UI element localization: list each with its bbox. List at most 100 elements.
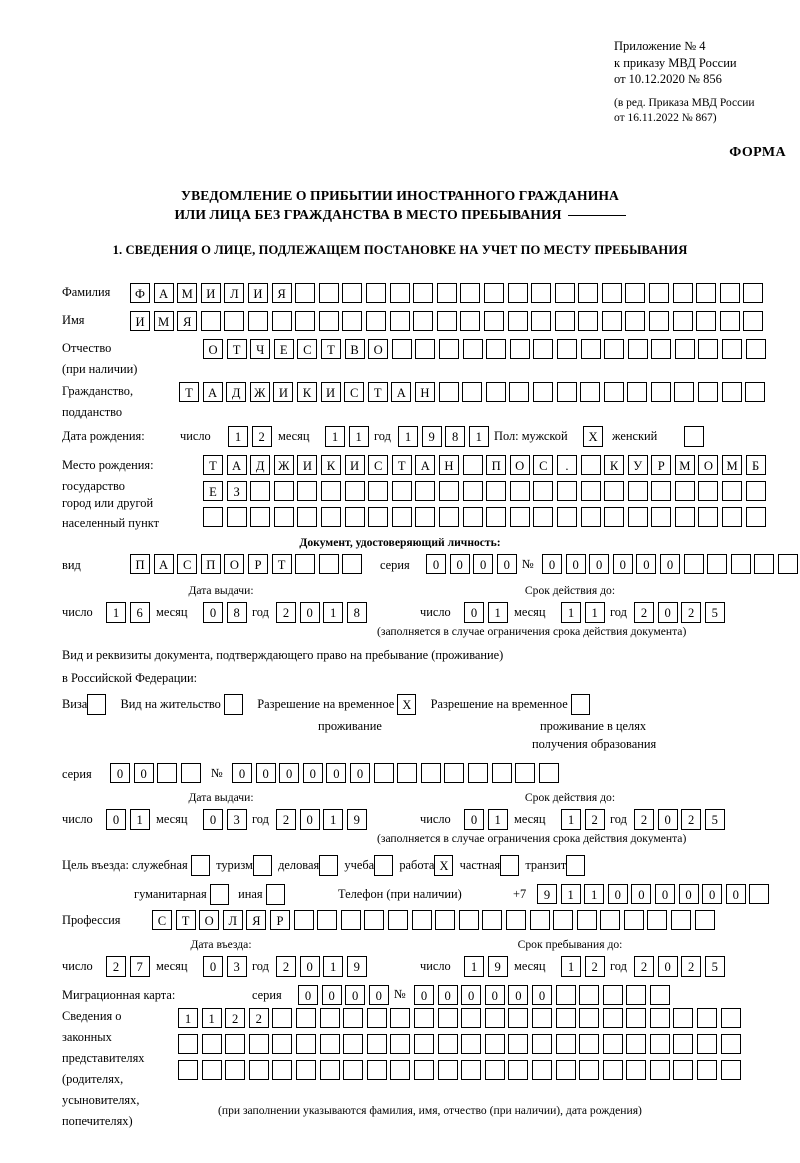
char-cell[interactable]: 2 — [276, 602, 296, 623]
char-cell[interactable]: 9 — [421, 426, 442, 447]
char-cell[interactable]: 7 — [129, 956, 150, 977]
char-cell[interactable] — [673, 1034, 694, 1054]
char-cell[interactable]: 3 — [226, 956, 247, 977]
char-cell[interactable] — [462, 339, 483, 359]
char-cell[interactable] — [754, 554, 775, 574]
char-cell[interactable] — [366, 1008, 387, 1028]
char-cell[interactable]: Д — [226, 382, 247, 402]
char-cell[interactable] — [319, 1060, 340, 1080]
char-cell[interactable] — [507, 283, 528, 303]
char-cell[interactable] — [651, 339, 672, 359]
char-cell[interactable]: 1 — [560, 884, 581, 904]
purpose-business-checkbox[interactable] — [319, 855, 339, 876]
birthplace-row-3-cells[interactable] — [203, 507, 766, 527]
char-cell[interactable] — [295, 311, 316, 331]
char-cell[interactable] — [250, 507, 271, 527]
char-cell[interactable] — [461, 1060, 482, 1080]
char-cell[interactable] — [627, 382, 648, 402]
char-cell[interactable] — [720, 1008, 741, 1028]
purpose-tourism-checkbox[interactable] — [252, 855, 272, 876]
char-cell[interactable] — [673, 1060, 694, 1080]
char-cell[interactable]: 0 — [449, 554, 470, 574]
char-cell[interactable] — [555, 1060, 576, 1080]
char-cell[interactable]: 0 — [349, 763, 370, 783]
char-cell[interactable]: 1 — [561, 602, 581, 623]
char-cell[interactable]: В — [344, 339, 365, 359]
char-cell[interactable]: 0 — [203, 956, 223, 977]
char-cell[interactable] — [226, 507, 247, 527]
char-cell[interactable] — [722, 339, 743, 359]
char-cell[interactable]: 1 — [584, 884, 605, 904]
char-cell[interactable] — [485, 382, 506, 402]
char-cell[interactable] — [486, 481, 507, 501]
char-cell[interactable]: О — [203, 339, 223, 359]
char-cell[interactable]: 9 — [487, 956, 508, 977]
char-cell[interactable]: Т — [320, 339, 341, 359]
char-cell[interactable]: 0 — [203, 809, 223, 830]
char-cell[interactable] — [651, 507, 672, 527]
char-cell[interactable]: С — [297, 339, 318, 359]
char-cell[interactable] — [413, 1034, 434, 1054]
char-cell[interactable]: 0 — [657, 956, 678, 977]
char-cell[interactable] — [673, 1008, 694, 1028]
char-cell[interactable]: 0 — [299, 602, 320, 623]
char-cell[interactable]: Р — [269, 910, 290, 930]
char-cell[interactable] — [397, 763, 418, 783]
char-cell[interactable]: Л — [224, 283, 245, 303]
char-cell[interactable] — [390, 1060, 411, 1080]
char-cell[interactable] — [684, 426, 704, 447]
char-cell[interactable] — [578, 311, 599, 331]
char-cell[interactable]: А — [415, 455, 436, 475]
char-cell[interactable]: 1 — [323, 602, 344, 623]
char-cell[interactable] — [603, 382, 624, 402]
char-cell[interactable] — [295, 1034, 316, 1054]
char-cell[interactable] — [579, 1008, 600, 1028]
char-cell[interactable] — [343, 1034, 364, 1054]
char-cell[interactable] — [461, 1034, 482, 1054]
char-cell[interactable] — [531, 1008, 552, 1028]
char-cell[interactable] — [507, 311, 528, 331]
char-cell[interactable]: М — [722, 455, 743, 475]
char-cell[interactable]: И — [320, 382, 341, 402]
char-cell[interactable] — [250, 481, 271, 501]
char-cell[interactable]: Р — [651, 455, 672, 475]
char-cell[interactable] — [272, 1034, 293, 1054]
char-cell[interactable]: 1 — [584, 602, 605, 623]
char-cell[interactable] — [438, 339, 459, 359]
char-cell[interactable]: 0 — [321, 985, 342, 1005]
char-cell[interactable]: 2 — [276, 956, 296, 977]
char-cell[interactable]: 0 — [702, 884, 723, 904]
char-cell[interactable]: 2 — [681, 809, 702, 830]
char-cell[interactable] — [484, 1034, 505, 1054]
char-cell[interactable]: 1 — [228, 426, 248, 447]
char-cell[interactable]: Л — [222, 910, 243, 930]
char-cell[interactable] — [413, 1060, 434, 1080]
char-cell[interactable]: 0 — [636, 554, 657, 574]
char-cell[interactable] — [157, 763, 178, 783]
char-cell[interactable]: 5 — [704, 809, 725, 830]
char-cell[interactable] — [674, 382, 695, 402]
char-cell[interactable] — [437, 1008, 458, 1028]
char-cell[interactable] — [343, 1008, 364, 1028]
char-cell[interactable] — [364, 910, 385, 930]
char-cell[interactable] — [391, 481, 412, 501]
char-cell[interactable] — [556, 339, 577, 359]
char-cell[interactable]: 0 — [496, 554, 517, 574]
char-cell[interactable]: А — [202, 382, 223, 402]
char-cell[interactable]: 3 — [226, 809, 247, 830]
char-cell[interactable]: П — [200, 554, 221, 574]
char-cell[interactable]: Я — [177, 311, 198, 331]
char-cell[interactable]: О — [368, 339, 389, 359]
char-cell[interactable] — [730, 554, 751, 574]
char-cell[interactable] — [391, 507, 412, 527]
char-cell[interactable] — [343, 1060, 364, 1080]
char-cell[interactable]: К — [320, 455, 341, 475]
char-cell[interactable] — [342, 311, 363, 331]
